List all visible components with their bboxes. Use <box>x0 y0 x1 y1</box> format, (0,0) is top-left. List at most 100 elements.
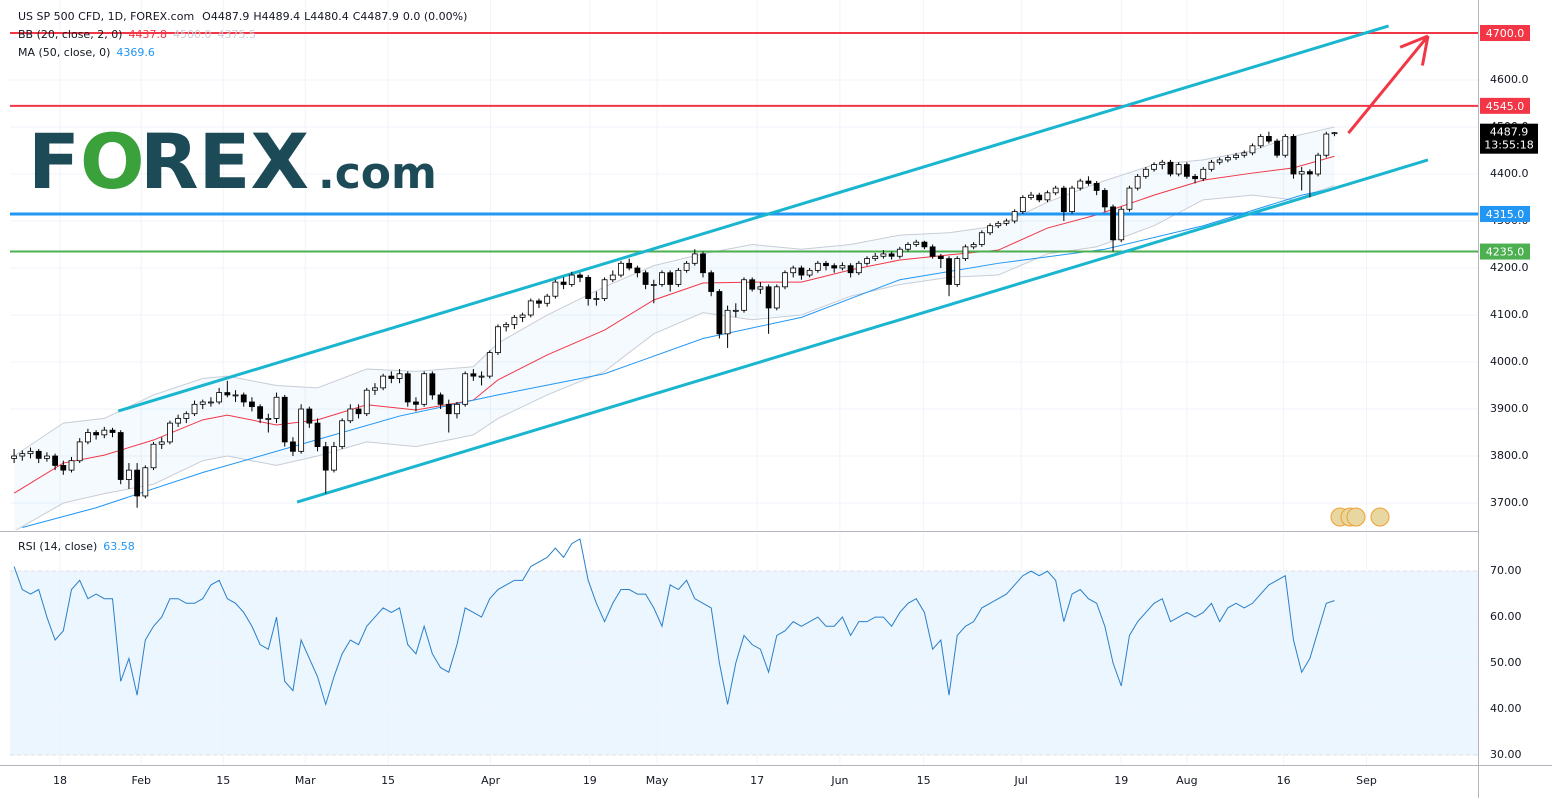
candle-body <box>306 408 313 424</box>
y-tick-label: 50.00 <box>1490 656 1522 669</box>
candle-body <box>1331 132 1338 135</box>
candle-body <box>724 309 731 335</box>
candle-body <box>839 265 846 269</box>
candle-body <box>536 300 542 304</box>
candle-body <box>224 392 231 396</box>
level-badge <box>1480 97 1530 114</box>
candle-body <box>1274 140 1280 156</box>
y-tick-label: 40.00 <box>1490 702 1522 715</box>
candle-body <box>265 418 272 420</box>
candle-body <box>44 455 50 459</box>
candle-body <box>413 401 419 405</box>
level-label: 4700.0 <box>1486 27 1525 40</box>
candle-body <box>741 279 747 311</box>
trend-line <box>117 24 1390 413</box>
candle-body <box>929 246 936 257</box>
candle-body <box>495 326 501 354</box>
candle-body <box>552 281 559 297</box>
candle-body <box>175 418 182 424</box>
candle-body <box>995 222 1002 227</box>
level-label: 4545.0 <box>1486 100 1525 113</box>
candle-body <box>946 258 952 285</box>
candle-body <box>52 455 59 466</box>
candle-body <box>773 286 780 309</box>
y-tick-label: 3900.0 <box>1490 402 1529 415</box>
candle-body <box>257 406 264 419</box>
indicator-value: 4369.6 <box>116 46 155 59</box>
candle-body <box>208 401 214 404</box>
candle-body <box>1085 180 1092 184</box>
candle-body <box>1159 161 1166 166</box>
candle-body <box>142 467 149 497</box>
candle-body <box>1118 208 1125 241</box>
candle-body <box>347 408 354 422</box>
candle-body <box>560 281 567 285</box>
candle-body <box>396 373 403 379</box>
candle-body <box>511 316 518 325</box>
candle-body <box>962 246 969 260</box>
candle-body <box>339 420 346 448</box>
candle-body <box>1077 180 1084 189</box>
x-tick-label: Mar <box>295 774 316 787</box>
candle-body <box>372 387 378 391</box>
rsi-line <box>13 538 1335 707</box>
candle-body <box>527 300 534 316</box>
candle-body <box>1142 168 1149 177</box>
candle-body <box>905 244 911 250</box>
last-price-label: 4487.9 <box>1490 126 1529 139</box>
candle-body <box>913 241 920 245</box>
level-label: 4315.0 <box>1486 208 1525 221</box>
candle-body <box>1224 157 1231 161</box>
candle-body <box>806 269 813 276</box>
candle-body <box>150 443 157 469</box>
logo-o: O <box>80 117 145 206</box>
candle-body <box>626 262 633 269</box>
readout: H4489.4 <box>253 10 300 23</box>
y-tick-label: 4000.0 <box>1490 355 1529 368</box>
flag-icon <box>1346 507 1366 527</box>
candle-body <box>191 403 198 415</box>
candle-body <box>1036 194 1043 201</box>
candle-body <box>1216 159 1223 163</box>
candle-body <box>363 389 370 415</box>
candle-body <box>240 394 247 403</box>
candle-body <box>232 394 239 397</box>
candle-body <box>380 375 387 389</box>
level-badge <box>1480 24 1530 41</box>
candle-body <box>1101 190 1108 208</box>
readout: C4487.9 <box>353 10 399 23</box>
candle-body <box>68 460 75 471</box>
candle-body <box>732 309 739 312</box>
y-tick-label: 4100.0 <box>1490 308 1529 321</box>
y-tick-label: 4200.0 <box>1490 261 1529 274</box>
candle-body <box>1249 145 1256 154</box>
candle-body <box>1200 168 1207 180</box>
candle-body <box>1208 161 1215 170</box>
candle-body <box>117 432 124 480</box>
y-tick-label: 60.00 <box>1490 610 1522 623</box>
candle-body <box>503 324 510 328</box>
x-tick-label: 15 <box>381 774 395 787</box>
indicator-value: 4500.0 <box>173 28 212 41</box>
candle-body <box>126 469 132 480</box>
candle-body <box>1315 154 1321 175</box>
candle-body <box>864 258 870 264</box>
candle-body <box>1233 154 1239 158</box>
flag-icon <box>1370 507 1390 527</box>
readout: 0.0 (0.00%) <box>403 10 468 23</box>
candle-body <box>601 279 608 299</box>
candle-body <box>987 225 993 234</box>
candle-body <box>249 401 255 408</box>
logo-rex: REX <box>140 117 309 206</box>
y-tick-label: 3700.0 <box>1490 496 1529 509</box>
candle-body <box>281 396 288 443</box>
candle-body <box>445 403 452 415</box>
candle-body <box>1011 211 1018 222</box>
candle-body <box>158 441 165 445</box>
candle-body <box>1192 175 1198 180</box>
candle-body <box>1060 187 1067 213</box>
x-tick-label: 16 <box>1277 774 1291 787</box>
candle-body <box>167 422 173 443</box>
